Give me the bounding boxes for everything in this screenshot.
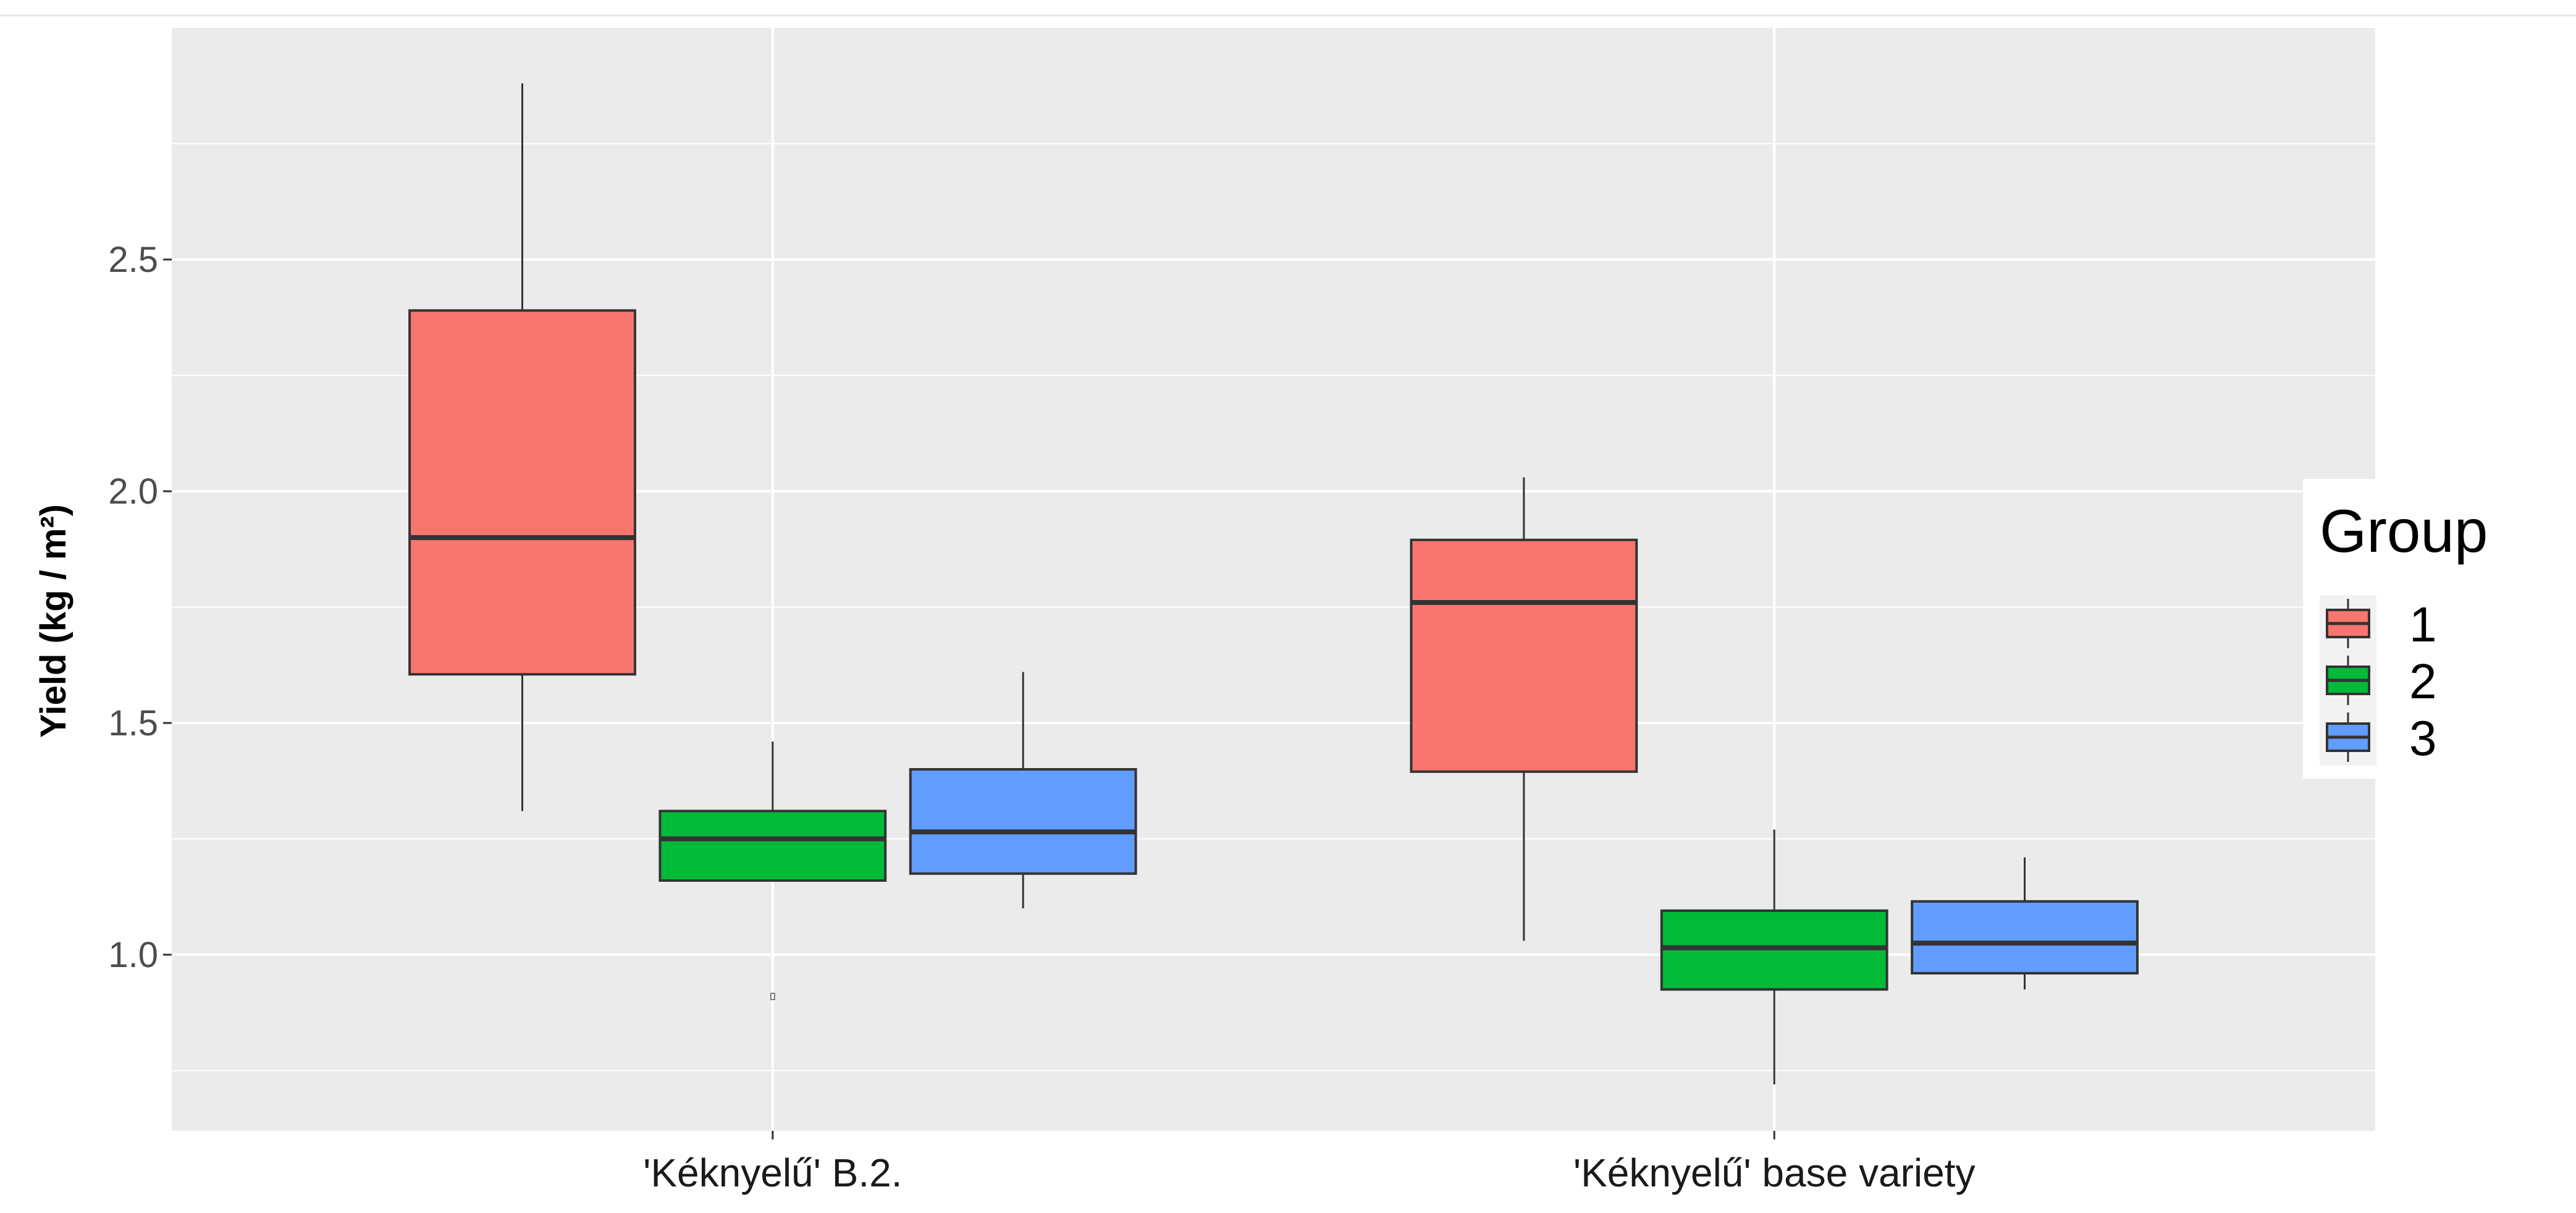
box-series-3-cat-1 <box>909 672 1137 908</box>
x-tick-label: 'Kéknyelű' B.2. <box>643 1151 902 1195</box>
y-axis-title: Yield (kg / m²) <box>33 504 74 738</box>
legend-item-2: 2 <box>2320 652 2437 709</box>
legend-label: 1 <box>2409 597 2437 652</box>
legend: Group 123 <box>2303 479 2488 779</box>
boxes-layer <box>408 83 2139 1084</box>
y-tick-label: 2.0 <box>108 471 158 512</box>
box-series-2-cat-2 <box>1660 829 1888 1084</box>
box-iqr <box>1410 538 1638 773</box>
x-tick-label: 'Kéknyelű' base variety <box>1573 1151 1976 1195</box>
box-series-3-cat-2 <box>1911 857 2139 990</box>
y-tick-label: 2.5 <box>108 240 158 280</box>
legend-item-1: 1 <box>2320 595 2437 652</box>
outlier-point <box>770 992 775 1000</box>
box-series-1-cat-2 <box>1410 477 1638 941</box>
y-tick-label: 1.5 <box>108 703 158 743</box>
y-tick-label: 1.0 <box>108 935 158 975</box>
box-series-2-cat-1 <box>659 742 887 1000</box>
axes-layer: 1.0 1.5 2.0 2.5 'Kéknyelű' B.2. 'Kéknyelű' ba… <box>108 240 1975 1195</box>
legend-label: 2 <box>2409 654 2437 709</box>
legend-item-3: 3 <box>2320 709 2437 766</box>
legend-label: 3 <box>2409 711 2437 766</box>
box-iqr <box>659 809 887 882</box>
legend-title: Group <box>2320 497 2488 565</box>
box-iqr <box>909 768 1137 875</box>
box-iqr <box>1911 900 2139 974</box>
box-iqr <box>408 309 636 676</box>
box-series-1-cat-1 <box>408 83 636 811</box>
